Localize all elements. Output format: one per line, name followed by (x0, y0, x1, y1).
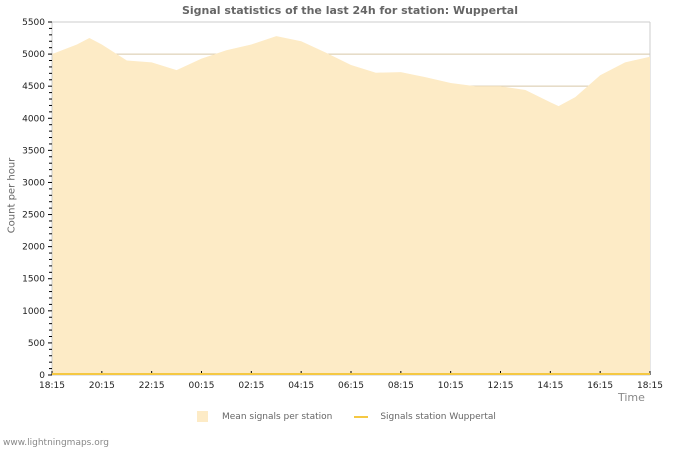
y-tick-label: 4000 (22, 114, 45, 124)
x-tick-label: 08:15 (388, 381, 414, 391)
x-tick-label: 20:15 (89, 381, 115, 391)
y-tick-label: 3500 (22, 146, 45, 156)
y-tick-label: 4500 (22, 82, 45, 92)
x-tick-label: 16:15 (587, 381, 613, 391)
legend: Mean signals per station Signals station… (197, 411, 518, 422)
chart-title: Signal statistics of the last 24h for st… (181, 4, 519, 17)
legend-label: Mean signals per station (222, 411, 333, 422)
x-tick-label: 10:15 (438, 381, 464, 391)
x-axis-label: Time (618, 391, 645, 404)
y-axis: 0 500 1000 1500 2000 2500 3000 3500 4000 4500 5000… (22, 18, 53, 381)
x-tick-label: 12:15 (488, 381, 514, 391)
footer-link[interactable]: www.lightningmaps.org (3, 438, 109, 448)
line-swatch-icon (354, 415, 369, 418)
y-tick-label: 0 (39, 371, 45, 381)
legend-item-station[interactable]: Signals station Wuppertal (354, 412, 496, 422)
legend-item-mean[interactable]: Mean signals per station (197, 411, 332, 422)
y-tick-label: 1000 (22, 307, 45, 317)
x-tick-label: 18:15 (39, 381, 65, 391)
legend-label: Signals station Wuppertal (380, 411, 496, 422)
y-tick-label: 5500 (22, 18, 45, 28)
x-tick-label: 06:15 (338, 381, 364, 391)
y-tick-label: 3000 (22, 178, 45, 188)
y-tick-label: 500 (28, 339, 45, 349)
y-tick-label: 2000 (22, 243, 45, 253)
y-tick-label: 1500 (22, 275, 45, 285)
x-tick-label: 04:15 (288, 381, 314, 391)
x-tick-label: 00:15 (189, 381, 215, 391)
x-tick-label: 14:15 (537, 381, 563, 391)
mean-signals-area (52, 36, 650, 375)
area-swatch-icon (197, 411, 208, 422)
x-tick-label: 18:15 (637, 381, 663, 391)
x-tick-label: 02:15 (238, 381, 264, 391)
y-tick-label: 5000 (22, 50, 45, 60)
y-tick-label: 2500 (22, 211, 45, 221)
x-tick-label: 22:15 (139, 381, 165, 391)
